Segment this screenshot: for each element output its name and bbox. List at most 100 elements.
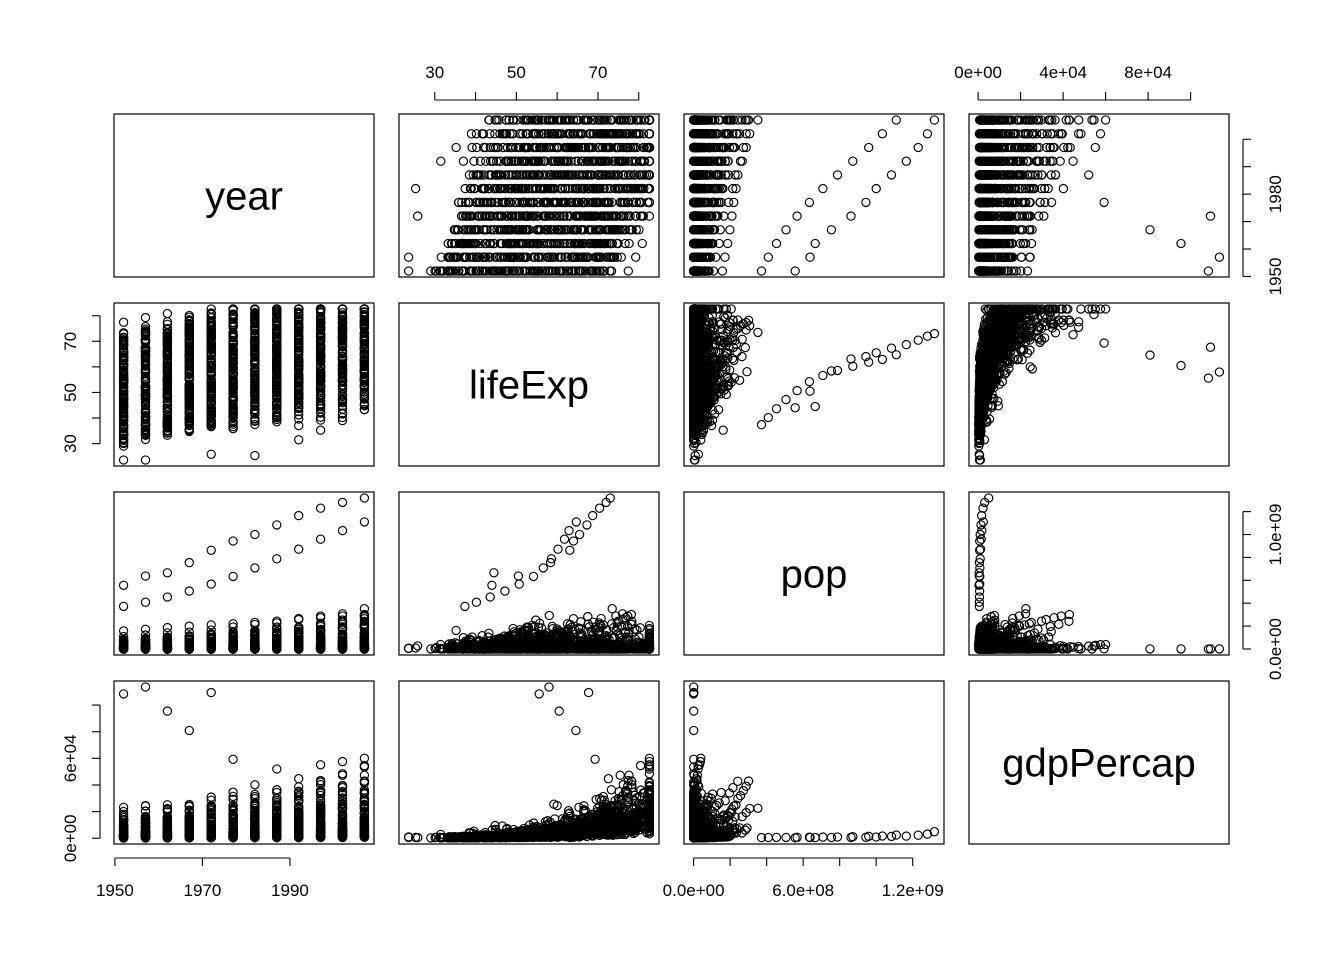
data-point (644, 211, 655, 221)
data-point (901, 156, 911, 166)
data-point (631, 225, 641, 235)
data-point (403, 252, 414, 262)
data-point (1090, 142, 1100, 153)
data-point (871, 183, 881, 194)
data-point (725, 225, 735, 235)
data-point (460, 183, 470, 194)
data-point (729, 197, 739, 208)
data-point (521, 170, 532, 180)
data-point (864, 142, 874, 153)
data-point (488, 156, 499, 166)
data-point (644, 129, 655, 139)
points (688, 115, 940, 276)
data-point (472, 142, 482, 153)
panel-year-vs-gdpPercap (968, 113, 1230, 278)
data-point (929, 115, 940, 125)
data-point (631, 252, 641, 262)
data-point (1034, 211, 1044, 221)
data-point (1100, 115, 1111, 125)
variable-label-year: year (205, 175, 283, 219)
data-point (1089, 115, 1099, 125)
data-point (570, 170, 580, 180)
data-point (631, 211, 641, 221)
panel-frame (113, 113, 375, 278)
data-point (517, 211, 528, 221)
data-point (589, 266, 599, 276)
data-point (527, 115, 537, 125)
data-point (479, 142, 489, 153)
data-point (1068, 156, 1078, 166)
data-point (891, 115, 901, 125)
data-point (426, 266, 436, 276)
data-point (1035, 197, 1045, 208)
data-point (1058, 183, 1069, 194)
data-point (410, 183, 421, 194)
data-point (513, 156, 524, 166)
points (403, 115, 655, 276)
panel-frame (398, 113, 660, 278)
data-point (463, 197, 474, 208)
data-point (443, 238, 453, 249)
data-point (804, 197, 815, 208)
data-point (474, 211, 485, 221)
data-point (630, 170, 640, 180)
panel-year-vs-pop (683, 113, 945, 278)
data-point (518, 115, 528, 125)
data-point (511, 142, 521, 153)
data-point (436, 156, 446, 166)
data-point (771, 238, 782, 249)
data-point (753, 115, 763, 125)
data-point (608, 156, 618, 166)
data-point (489, 183, 499, 194)
data-point (644, 156, 655, 166)
data-point (468, 170, 478, 180)
data-point (491, 156, 502, 166)
data-point (469, 156, 479, 166)
data-point (727, 211, 737, 221)
data-point (877, 129, 888, 139)
data-point (460, 225, 471, 235)
data-point (1016, 252, 1027, 262)
data-point (544, 211, 555, 221)
data-point (465, 238, 476, 249)
data-point (1084, 170, 1094, 180)
data-point (792, 211, 802, 221)
data-point (723, 238, 733, 249)
data-point (623, 266, 633, 276)
data-point (458, 156, 469, 166)
data-point (886, 170, 897, 180)
data-point (832, 170, 843, 180)
data-point (451, 142, 461, 153)
data-point (790, 266, 800, 276)
data-point (495, 129, 505, 139)
data-point (485, 129, 495, 139)
data-point (756, 266, 767, 276)
data-point (1025, 252, 1035, 262)
data-point (484, 115, 494, 125)
data-point (720, 252, 730, 262)
data-point (848, 156, 858, 166)
data-point (486, 225, 496, 235)
data-point (846, 211, 856, 221)
data-point (559, 238, 570, 249)
data-point (413, 211, 423, 221)
data-point (818, 183, 828, 194)
data-point (763, 252, 773, 262)
panel-year-vs-year: year (113, 113, 375, 278)
data-point (861, 197, 871, 208)
data-point (637, 238, 647, 249)
data-point (475, 156, 486, 166)
data-point (922, 129, 933, 139)
data-point (540, 266, 550, 276)
data-point (518, 129, 528, 139)
data-point (717, 266, 728, 276)
data-point (508, 115, 518, 125)
data-point (485, 142, 495, 153)
data-point (551, 266, 561, 276)
data-point (588, 142, 598, 153)
data-point (485, 156, 496, 166)
data-point (826, 225, 837, 235)
points (974, 115, 1225, 276)
data-point (573, 156, 583, 166)
